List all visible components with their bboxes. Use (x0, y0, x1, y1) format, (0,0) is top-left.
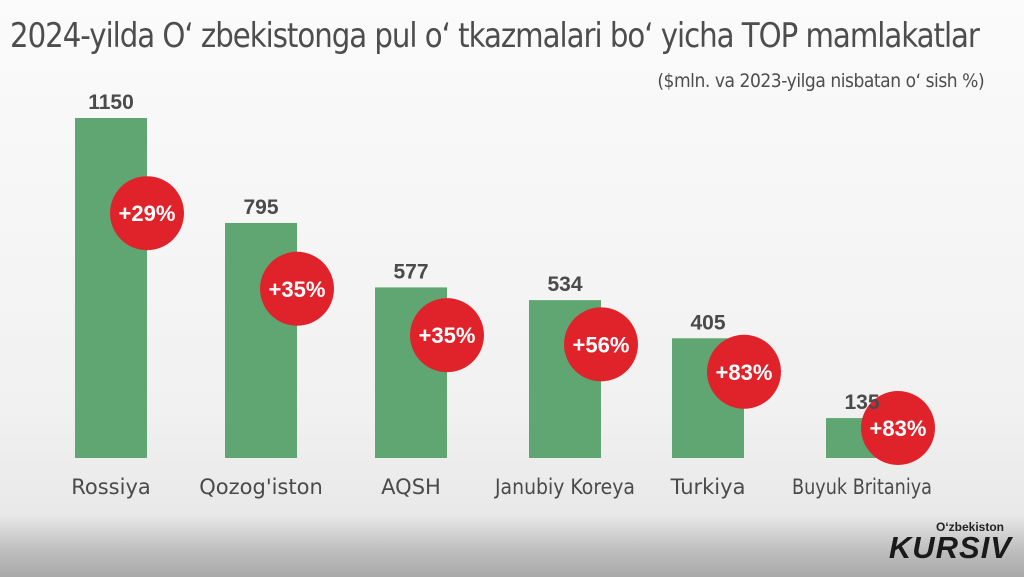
chart-subtitle: ($mln. va 2023-yilga nisbatan o‘ sish %) (657, 70, 984, 92)
bar-value-label: 534 (547, 273, 582, 296)
footer-band (0, 515, 1024, 577)
growth-badge-circle (707, 334, 781, 409)
growth-label: +83% (716, 360, 773, 385)
growth-label: +29% (119, 201, 176, 226)
bar (75, 118, 147, 458)
growth-label: +35% (269, 277, 326, 302)
category-label: Turkiya (670, 475, 746, 499)
growth-badge-circle (260, 251, 334, 326)
growth-badge-circle (564, 307, 638, 382)
chart-title: 2024-yilda O‘ zbekistonga pul o‘ tkazmal… (10, 16, 980, 56)
bar-value-label: 405 (690, 311, 725, 334)
growth-badge: +56% (564, 307, 638, 382)
bar-value-label: 135 (844, 391, 879, 414)
growth-badge-circle (410, 298, 484, 373)
growth-label: +35% (419, 323, 476, 348)
category-label: Qozog'iston (199, 475, 323, 499)
kursiv-logo: KURSIV (888, 530, 1012, 565)
logo-small-text: O‘zbekiston (935, 520, 1004, 534)
growth-badge: +35% (410, 298, 484, 373)
category-label: Rossiya (71, 475, 151, 499)
bar-value-label: 577 (393, 260, 428, 283)
growth-badge: +35% (260, 251, 334, 326)
bar-value-label: 1150 (88, 91, 134, 114)
growth-badge-circle (861, 391, 935, 465)
growth-badge: +83% (861, 391, 935, 465)
growth-badge-circle (110, 176, 184, 251)
category-label: AQSH (381, 475, 441, 499)
growth-badge: +29% (110, 176, 184, 251)
growth-badge: +83% (707, 334, 781, 409)
growth-label: +56% (573, 332, 630, 357)
bar-value-label: 795 (243, 196, 278, 219)
category-label: Buyuk Britaniya (792, 475, 932, 499)
growth-label: +83% (870, 416, 927, 441)
category-label: Janubiy Koreya (493, 475, 635, 499)
